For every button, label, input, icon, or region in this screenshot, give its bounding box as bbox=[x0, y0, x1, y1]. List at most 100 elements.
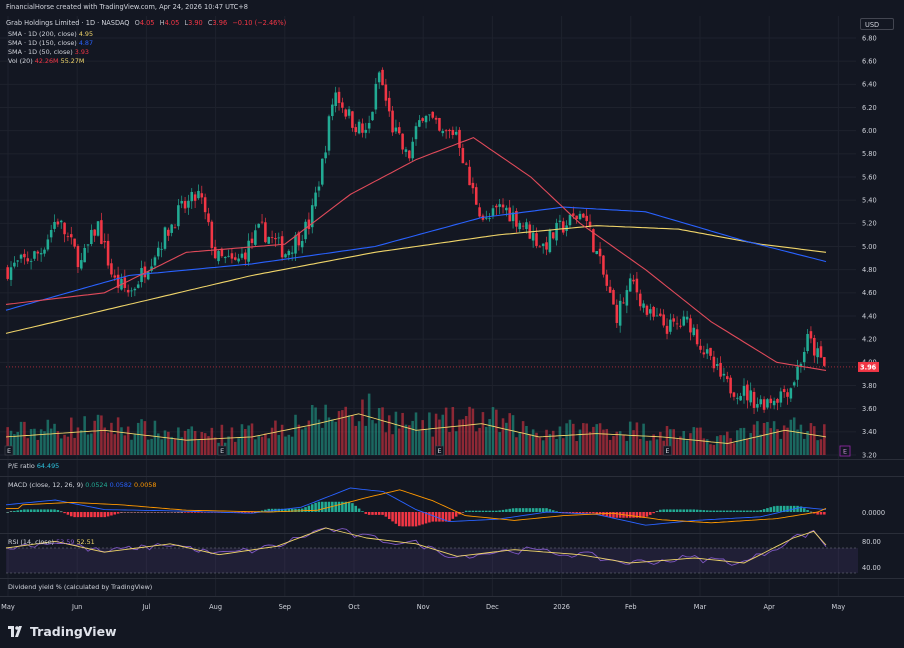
candle-body bbox=[542, 244, 545, 246]
legend-vol[interactable]: Vol (20) 42.26M 55.27M bbox=[8, 57, 84, 66]
rsi-legend[interactable]: RSI (14, close) 53.59 52.51 bbox=[8, 538, 95, 547]
currency-button[interactable]: USD bbox=[860, 18, 894, 30]
macd-histogram-bar bbox=[552, 510, 555, 512]
macd-histogram-bar bbox=[411, 512, 414, 526]
volume-bar bbox=[579, 430, 582, 455]
candle-body bbox=[87, 244, 90, 245]
macd-histogram-bar bbox=[532, 508, 535, 512]
price-tick-label: 3.20 bbox=[862, 451, 877, 459]
volume-bar bbox=[736, 430, 739, 455]
volume-bar bbox=[201, 432, 204, 455]
macd-histogram-bar bbox=[385, 512, 388, 517]
macd-histogram-bar bbox=[763, 509, 766, 512]
volume-bar bbox=[388, 415, 391, 455]
price-tick-label: 4.80 bbox=[862, 266, 877, 274]
volume-bar bbox=[274, 421, 277, 455]
volume-bar bbox=[505, 423, 508, 455]
candle-body bbox=[278, 238, 281, 239]
volume-bar bbox=[515, 437, 518, 455]
volume-bar bbox=[753, 425, 756, 455]
macd-histogram-bar bbox=[160, 512, 163, 513]
macd-histogram-bar bbox=[170, 512, 173, 513]
volume-bar bbox=[103, 428, 106, 455]
macd-histogram-bar bbox=[672, 509, 675, 512]
candle-body bbox=[770, 399, 773, 403]
macd-histogram-bar bbox=[13, 511, 16, 512]
macd-histogram-bar bbox=[80, 512, 83, 517]
macd-histogram-bar bbox=[378, 512, 381, 515]
volume-bar bbox=[589, 432, 592, 455]
volume-bar bbox=[174, 439, 177, 455]
candle-body bbox=[375, 84, 378, 110]
volume-bar bbox=[70, 418, 73, 455]
dividend-legend[interactable]: Dividend yield % (calculated by TradingV… bbox=[8, 583, 152, 592]
volume-bar bbox=[421, 420, 424, 455]
volume-bar bbox=[127, 427, 130, 455]
candle-body bbox=[234, 257, 237, 260]
tradingview-logo[interactable]: TradingView bbox=[8, 624, 117, 639]
macd-histogram-bar bbox=[431, 512, 434, 522]
macd-histogram-bar bbox=[40, 509, 43, 512]
volume-bar bbox=[739, 428, 742, 455]
legend-sma50[interactable]: SMA · 1D (50, close) 3.93 bbox=[8, 48, 89, 57]
macd-histogram-bar bbox=[57, 510, 60, 512]
volume-bar bbox=[585, 423, 588, 455]
symbol-line: Grab Holdings Limited · 1D · NASDAQ O4.0… bbox=[6, 19, 286, 28]
volume-bar bbox=[609, 440, 612, 455]
candle-body bbox=[294, 235, 297, 253]
volume-bar bbox=[790, 420, 793, 455]
macd-histogram-bar bbox=[294, 509, 297, 512]
time-tick-label: Mar bbox=[694, 603, 707, 611]
macd-histogram-bar bbox=[796, 506, 799, 512]
legend-sma200[interactable]: SMA · 1D (200, close) 4.95 bbox=[8, 30, 93, 39]
candle-body bbox=[602, 256, 605, 275]
candle-body bbox=[753, 392, 756, 408]
price-tick-label: 5.80 bbox=[862, 150, 877, 158]
macd-histogram-bar bbox=[703, 510, 706, 512]
volume-bar bbox=[100, 415, 103, 455]
macd-legend[interactable]: MACD (close, 12, 26, 9) 0.0524 0.0582 0.… bbox=[8, 481, 156, 490]
volume-bar bbox=[462, 419, 465, 455]
volume-bar bbox=[194, 431, 197, 455]
volume-bar bbox=[50, 429, 53, 455]
volume-bar bbox=[749, 433, 752, 455]
candle-body bbox=[626, 290, 629, 305]
volume-bar bbox=[542, 440, 545, 455]
earnings-marker-label: E bbox=[665, 447, 669, 455]
pe-legend[interactable]: P/E ratio 64.495 bbox=[8, 462, 59, 471]
volume-bar bbox=[284, 437, 287, 455]
volume-bar bbox=[766, 422, 769, 455]
macd-histogram-bar bbox=[719, 511, 722, 512]
macd-histogram-bar bbox=[539, 508, 542, 512]
volume-bar bbox=[525, 426, 528, 455]
volume-bar bbox=[636, 422, 639, 455]
volume-bar bbox=[612, 436, 615, 455]
candle-body bbox=[80, 260, 83, 268]
candle-body bbox=[160, 249, 163, 250]
macd-histogram-bar bbox=[746, 511, 749, 512]
candle-body bbox=[100, 220, 103, 244]
volume-bar bbox=[485, 427, 488, 455]
candle-body bbox=[793, 382, 796, 385]
price-tick-label: 6.40 bbox=[862, 81, 877, 89]
candle-body bbox=[743, 386, 746, 396]
macd-histogram-bar bbox=[666, 509, 669, 512]
volume-bar bbox=[80, 430, 83, 455]
volume-bar bbox=[796, 430, 799, 455]
volume-bar bbox=[60, 438, 63, 455]
candle-body bbox=[358, 122, 361, 134]
candle-body bbox=[488, 218, 491, 219]
volume-bar bbox=[378, 408, 381, 455]
legend-sma150[interactable]: SMA · 1D (150, close) 4.87 bbox=[8, 39, 93, 48]
candle-body bbox=[656, 316, 659, 317]
volume-bar bbox=[291, 437, 294, 455]
last-price-text: 3.96 bbox=[860, 363, 877, 371]
volume-bar bbox=[816, 440, 819, 455]
volume-bar bbox=[281, 425, 284, 455]
volume-bar bbox=[445, 408, 448, 455]
candle-body bbox=[759, 399, 762, 404]
volume-bar bbox=[385, 432, 388, 455]
volume-bar bbox=[599, 423, 602, 455]
candle-body bbox=[50, 230, 53, 237]
candle-body bbox=[368, 123, 371, 129]
